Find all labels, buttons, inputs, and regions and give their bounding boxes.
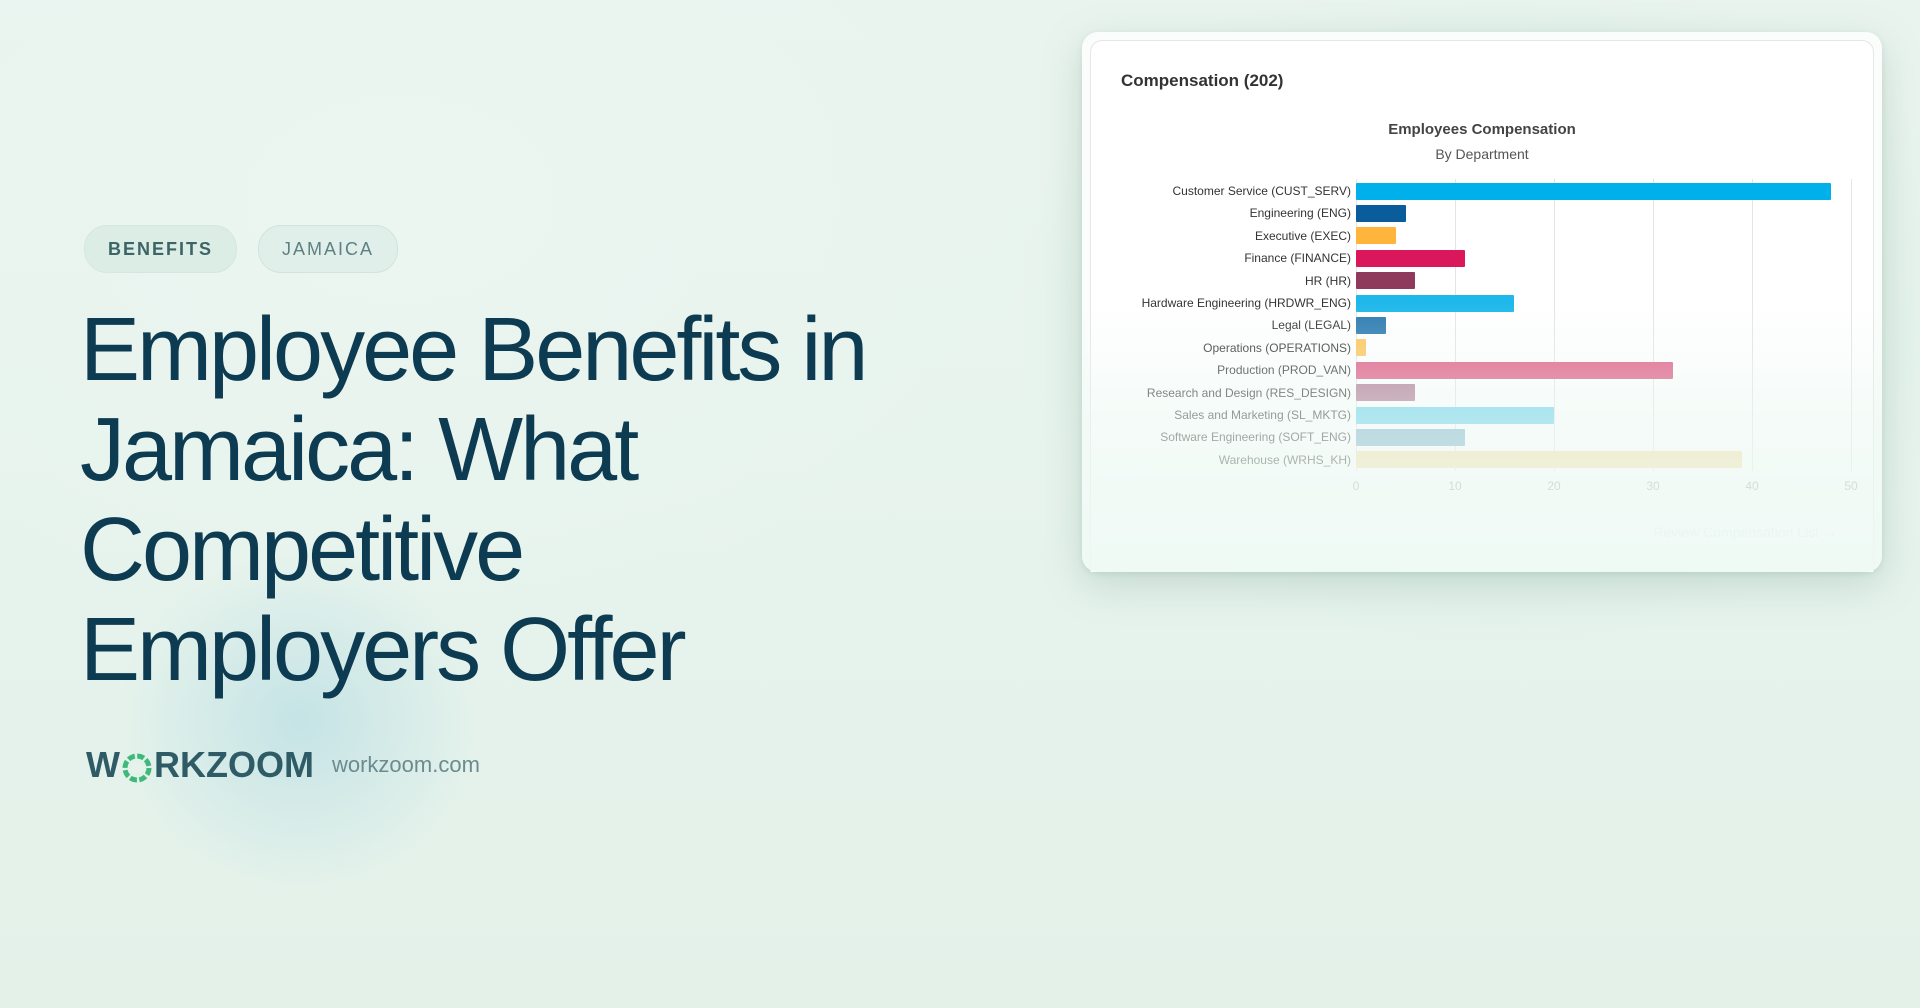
logo-text: W [86,744,120,785]
bar-row: Warehouse (WRHS_KH) [1091,451,1743,469]
bar-label: Engineering (ENG) [1249,206,1351,221]
bar[interactable] [1356,249,1465,267]
bar-row: Executive (EXEC) [1091,227,1396,245]
bar-label: Legal (LEGAL) [1271,318,1351,333]
chart-subtitle: By Department [1435,146,1529,162]
gridline [1752,179,1753,471]
bar-row: Software Engineering (SOFT_ENG) [1091,428,1465,446]
bar-label: HR (HR) [1305,273,1351,288]
bar[interactable] [1356,406,1554,424]
gridline [1455,179,1456,471]
bar[interactable] [1356,227,1396,245]
bar-row: Hardware Engineering (HRDWR_ENG) [1091,294,1515,312]
bar[interactable] [1356,361,1673,379]
site-url[interactable]: workzoom.com [331,752,480,777]
review-compensation-link[interactable]: Review Compensation List → [1653,524,1837,540]
bar-row: Sales and Marketing (SL_MKTG) [1091,406,1554,424]
bar-label: Operations (OPERATIONS) [1203,340,1351,355]
chart-title: Employees Compensation [1388,121,1576,138]
aperture-icon [122,750,152,783]
bar-label: Sales and Marketing (SL_MKTG) [1174,408,1351,422]
x-tick-label: 40 [1745,479,1759,493]
bar-label: Customer Service (CUST_SERV) [1172,184,1352,198]
card-body: Compensation (202) Employees Compensatio… [1090,40,1874,572]
bar-label: Software Engineering (SOFT_ENG) [1160,430,1351,445]
gridline [1851,179,1852,471]
bar-row: Production (PROD_VAN) [1091,361,1673,379]
bar[interactable] [1356,204,1406,222]
brand: W RKZOOM workzoom.com [86,744,480,786]
bar[interactable] [1356,384,1416,402]
page-title: Employee Benefits in Jamaica: What Compe… [80,300,980,700]
bar-row: Customer Service (CUST_SERV) [1091,182,1832,200]
bar[interactable] [1356,316,1386,334]
bar-label: Executive (EXEC) [1254,228,1351,243]
tag-jamaica[interactable]: JAMAICA [258,225,399,273]
bar-label: Hardware Engineering (HRDWR_ENG) [1141,296,1351,310]
bar-label: Warehouse (WRHS_KH) [1218,452,1351,467]
bar[interactable] [1356,294,1515,312]
bar-chart: 0 10 20 30 40 50 Customer Service (CUST_SERV) E… [1142,179,1858,493]
gridline [1653,179,1654,471]
bar-row: Research and Design (RES_DESIGN) [1091,384,1416,402]
bar-label: Production (PROD_VAN) [1217,363,1351,378]
gridline [1554,179,1555,471]
bar[interactable] [1356,272,1416,290]
workzoom-logo[interactable]: W RKZOOM [86,744,314,786]
compensation-card: Compensation (202) Employees Compensatio… [1082,32,1882,572]
x-tick-label: 30 [1646,479,1660,493]
bar[interactable] [1356,339,1366,357]
x-tick-label: 10 [1448,479,1462,493]
bar-label: Finance (FINANCE) [1244,251,1351,266]
bar-row: Legal (LEGAL) [1091,316,1386,334]
tag-list: BENEFITS JAMAICA [84,225,399,273]
logo-text: RKZOOM [153,744,314,785]
title-line: Employers Offer [80,600,687,700]
x-tick-label: 50 [1844,479,1858,493]
bar-label: Research and Design (RES_DESIGN) [1146,385,1351,400]
x-tick-label: 0 [1352,479,1360,493]
title-line: Jamaica: What [80,400,639,500]
bar[interactable] [1356,451,1743,469]
title-line: Competitive [80,500,525,600]
bar-row: Finance (FINANCE) [1091,249,1465,267]
bar-row: Operations (OPERATIONS) [1091,339,1366,357]
card-title: Compensation (202) [1121,71,1284,90]
x-tick-label: 20 [1547,479,1561,493]
bar-row: HR (HR) [1091,272,1416,290]
bar[interactable] [1356,182,1832,200]
bar-row: Engineering (ENG) [1091,204,1406,222]
bar[interactable] [1356,428,1465,446]
tag-benefits[interactable]: BENEFITS [84,225,238,273]
title-line: Employee Benefits in [80,300,868,400]
